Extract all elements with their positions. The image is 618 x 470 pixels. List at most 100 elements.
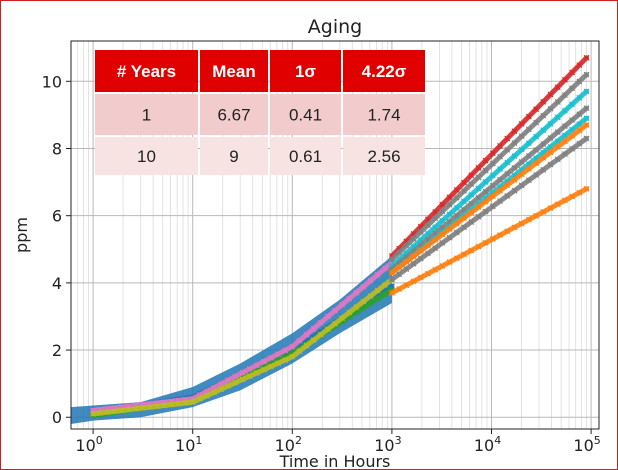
- data-point: [332, 320, 338, 327]
- data-point: [533, 119, 540, 126]
- table-header-label: Mean: [212, 62, 255, 81]
- data-point: [576, 62, 583, 69]
- data-series-group: [90, 54, 590, 419]
- data-point: [489, 193, 496, 200]
- data-point: [583, 54, 590, 61]
- data-point: [475, 164, 482, 171]
- data-point: [482, 239, 489, 246]
- data-point: [282, 347, 289, 354]
- data-point: [147, 404, 153, 411]
- data-point: [432, 237, 439, 243]
- data-point: [489, 172, 496, 179]
- data-point: [533, 160, 540, 167]
- data-point: [525, 177, 532, 184]
- data-point: [475, 185, 482, 192]
- data-point: [453, 255, 460, 262]
- data-point: [533, 147, 540, 153]
- data-point: [562, 138, 568, 145]
- data-point: [275, 360, 281, 367]
- data-point: [417, 255, 424, 262]
- data-point: [489, 150, 496, 157]
- x-tick-label: 105: [573, 434, 600, 455]
- table-cell: [200, 94, 268, 135]
- table-cell-value: 6.67: [217, 106, 250, 125]
- data-point: [453, 194, 460, 201]
- data-point: [417, 247, 424, 254]
- data-point: [482, 157, 489, 164]
- data-point: [168, 401, 175, 408]
- data-point: [525, 165, 532, 172]
- data-point: [346, 295, 353, 302]
- data-point: [439, 217, 446, 224]
- statistics-table: # Years Mean 1σ 4.22σ 1 6.67 0.41 1.74 10 9 0.61 2.…: [95, 50, 425, 175]
- data-point: [468, 172, 475, 179]
- data-point: [583, 105, 590, 112]
- table-cell: [200, 137, 268, 175]
- series-line: [389, 122, 590, 276]
- data-point: [403, 258, 410, 265]
- data-point: [518, 133, 525, 140]
- data-point: [533, 172, 540, 178]
- data-point: [425, 250, 431, 257]
- data-point: [475, 204, 482, 211]
- data-point: [547, 120, 554, 127]
- table-cell-value: 9: [229, 147, 238, 166]
- data-point: [410, 253, 417, 260]
- data-point: [432, 224, 439, 231]
- data-point: [547, 105, 554, 112]
- data-point: [239, 376, 246, 383]
- data-point: [439, 263, 446, 269]
- data-point: [489, 182, 496, 189]
- data-point: [367, 293, 374, 299]
- table-header-cell: [270, 50, 341, 92]
- data-point: [497, 153, 503, 160]
- data-point: [410, 260, 417, 267]
- data-point: [525, 113, 532, 120]
- data-point: [453, 187, 460, 193]
- data-point: [576, 78, 583, 85]
- data-point: [175, 400, 182, 407]
- data-point: [583, 88, 590, 95]
- data-point: [533, 133, 540, 140]
- data-point: [554, 99, 561, 105]
- data-point: [540, 166, 547, 173]
- data-point: [446, 211, 453, 218]
- table-header-label: 1σ: [295, 62, 316, 81]
- data-point: [154, 403, 161, 410]
- data-point: [310, 337, 317, 344]
- data-point: [432, 266, 439, 273]
- x-axis-label: Time in Hours: [279, 452, 391, 469]
- data-point: [583, 115, 590, 122]
- series-line: [389, 72, 590, 262]
- data-point: [289, 353, 296, 360]
- data-point: [489, 203, 496, 210]
- data-point: [289, 343, 296, 350]
- data-point: [569, 69, 576, 76]
- y-tick-label: 8: [52, 139, 62, 158]
- table-cell: [95, 94, 198, 135]
- data-point: [439, 208, 446, 215]
- data-point: [475, 174, 482, 181]
- data-point: [504, 146, 511, 153]
- data-point: [446, 259, 453, 266]
- data-point: [576, 94, 583, 101]
- data-point: [332, 307, 338, 314]
- data-point: [554, 129, 561, 135]
- data-point: [374, 295, 381, 302]
- series-line: [389, 88, 590, 269]
- data-point: [381, 291, 388, 298]
- data-point: [446, 201, 453, 208]
- data-point: [425, 222, 431, 229]
- y-tick-label: 4: [52, 274, 62, 293]
- data-point: [504, 159, 511, 166]
- data-point: [540, 209, 547, 215]
- data-point: [569, 85, 576, 92]
- x-tick-label: 100: [75, 434, 102, 455]
- data-point: [547, 135, 554, 141]
- data-point: [388, 276, 395, 283]
- data-point: [111, 408, 118, 415]
- data-point: [461, 224, 467, 231]
- data-point: [260, 358, 267, 365]
- data-point: [453, 229, 460, 236]
